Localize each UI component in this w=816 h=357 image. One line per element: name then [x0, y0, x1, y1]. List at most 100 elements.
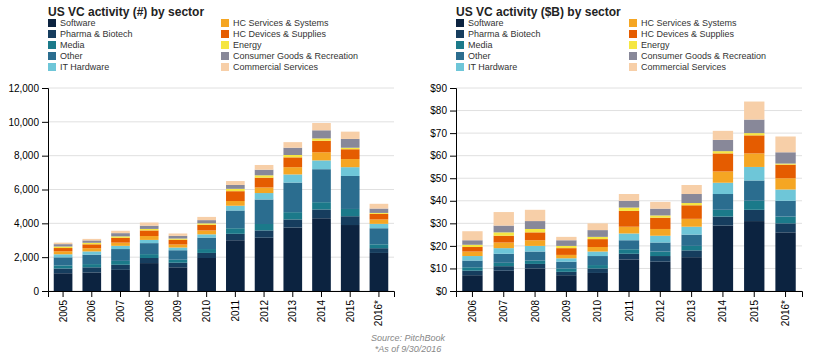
- legend-item: HC Services & Systems: [221, 18, 329, 28]
- legend-swatch: [221, 19, 229, 27]
- bar-segment: [255, 175, 274, 177]
- bar-segment: [556, 237, 576, 240]
- bar-segment: [111, 246, 130, 249]
- bar-segment: [619, 211, 639, 227]
- y-tick: $40: [430, 195, 456, 206]
- bar-segment: [111, 231, 130, 233]
- x-tick: 2015: [749, 291, 760, 322]
- grid: [456, 88, 802, 291]
- bar-segment: [82, 264, 101, 267]
- bar-segment: [619, 254, 639, 260]
- legend-item: Media: [48, 40, 85, 50]
- bar-segment: [525, 210, 545, 221]
- bar-segment: [619, 233, 639, 240]
- bar-segment: [197, 230, 216, 234]
- y-tick-label: $40: [430, 195, 447, 206]
- legend-item: Other: [456, 51, 491, 61]
- series: [54, 130, 389, 246]
- bar-segment: [255, 187, 274, 193]
- y-tick: $30: [430, 218, 456, 229]
- legend-item: Media: [456, 40, 493, 50]
- x-tick-label: 2008: [144, 300, 155, 323]
- bar-segment: [650, 215, 670, 217]
- bar-segment: [54, 254, 73, 257]
- bar-segment: [775, 165, 795, 179]
- series: [54, 152, 389, 254]
- bar-segment: [713, 140, 733, 151]
- chart-canvas: 02,0004,0006,0008,00010,00012,0002005200…: [0, 0, 816, 357]
- bar-segment: [494, 212, 514, 226]
- grid-line: [48, 88, 394, 89]
- bar-segment: [556, 246, 576, 248]
- bar-segment: [169, 236, 188, 239]
- grid-line: [48, 121, 394, 122]
- bar-segment: [283, 228, 302, 291]
- x-tick-label: 2010: [201, 300, 212, 323]
- series: [462, 120, 795, 246]
- bar-segment: [713, 226, 733, 291]
- bar-segment: [341, 159, 360, 167]
- bar-segment: [169, 244, 188, 247]
- legend-swatch: [456, 30, 464, 38]
- y-tick-label: $70: [430, 128, 447, 139]
- series: [54, 209, 389, 273]
- bar-segment: [111, 249, 130, 261]
- bar-segment: [525, 240, 545, 246]
- x-axis-line: [49, 292, 395, 298]
- bar-segment: [525, 268, 545, 291]
- panel: $0$10$20$30$40$50$60$70$80$9020062007200…: [430, 5, 802, 326]
- x-tick-label: 2013: [287, 300, 298, 323]
- bar-segment: [197, 234, 216, 237]
- x-tick-mark: [63, 291, 64, 297]
- legend-label: HC Devices & Supplies: [641, 29, 735, 39]
- bar-segment: [681, 246, 701, 251]
- bar-segment: [462, 231, 482, 240]
- legend-item: Energy: [221, 40, 262, 50]
- y-tick-mark: [450, 156, 456, 157]
- series: [54, 218, 389, 291]
- y-tick-mark: [42, 88, 48, 89]
- y-tick-mark: [450, 201, 456, 202]
- bar-segment: [169, 267, 188, 291]
- x-tick-mark: [722, 291, 723, 297]
- bar-segment: [169, 263, 188, 268]
- legend: SoftwarePharma & BiotechMediaOtherIT Har…: [48, 18, 358, 72]
- x-tick-label: 2007: [115, 300, 126, 323]
- bar-segment: [556, 268, 576, 271]
- bar-segment: [197, 253, 216, 258]
- x-tick-label: 2006: [467, 300, 478, 323]
- bar-segment: [140, 236, 159, 240]
- bar-segment: [54, 244, 73, 246]
- y-tick: 0: [33, 286, 48, 297]
- bar-segment: [462, 245, 482, 247]
- x-tick-mark: [350, 291, 351, 297]
- x-tick-mark: [149, 291, 150, 297]
- bar-segment: [312, 123, 331, 130]
- bar-segment: [140, 226, 159, 229]
- bar-segment: [169, 260, 188, 263]
- y-tick-mark: [450, 268, 456, 269]
- bar-segment: [197, 258, 216, 291]
- bar-segment: [54, 248, 73, 251]
- legend-item: Energy: [629, 40, 670, 50]
- bar-segment: [226, 191, 245, 201]
- legend-item: Software: [48, 18, 96, 28]
- bar-segment: [588, 239, 608, 247]
- chart-title: US VC activity (#) by sector: [48, 5, 204, 19]
- bar-segment: [283, 183, 302, 213]
- bar-segment: [169, 250, 188, 259]
- x-tick: 2009: [172, 291, 183, 322]
- y-tick: $90: [430, 83, 456, 94]
- y-tick: $10: [430, 263, 456, 274]
- bar-segment: [681, 194, 701, 203]
- bar-segment: [744, 167, 764, 181]
- y-tick-mark: [42, 190, 48, 191]
- bar-segment: [556, 248, 576, 255]
- x-tick: 2011: [230, 291, 241, 322]
- bar-segment: [140, 258, 159, 263]
- y-tick-mark: [42, 223, 48, 224]
- y-tick: $80: [430, 105, 456, 116]
- bar-segment: [82, 267, 101, 272]
- bar-segment: [650, 243, 670, 252]
- bar-segment: [650, 229, 670, 236]
